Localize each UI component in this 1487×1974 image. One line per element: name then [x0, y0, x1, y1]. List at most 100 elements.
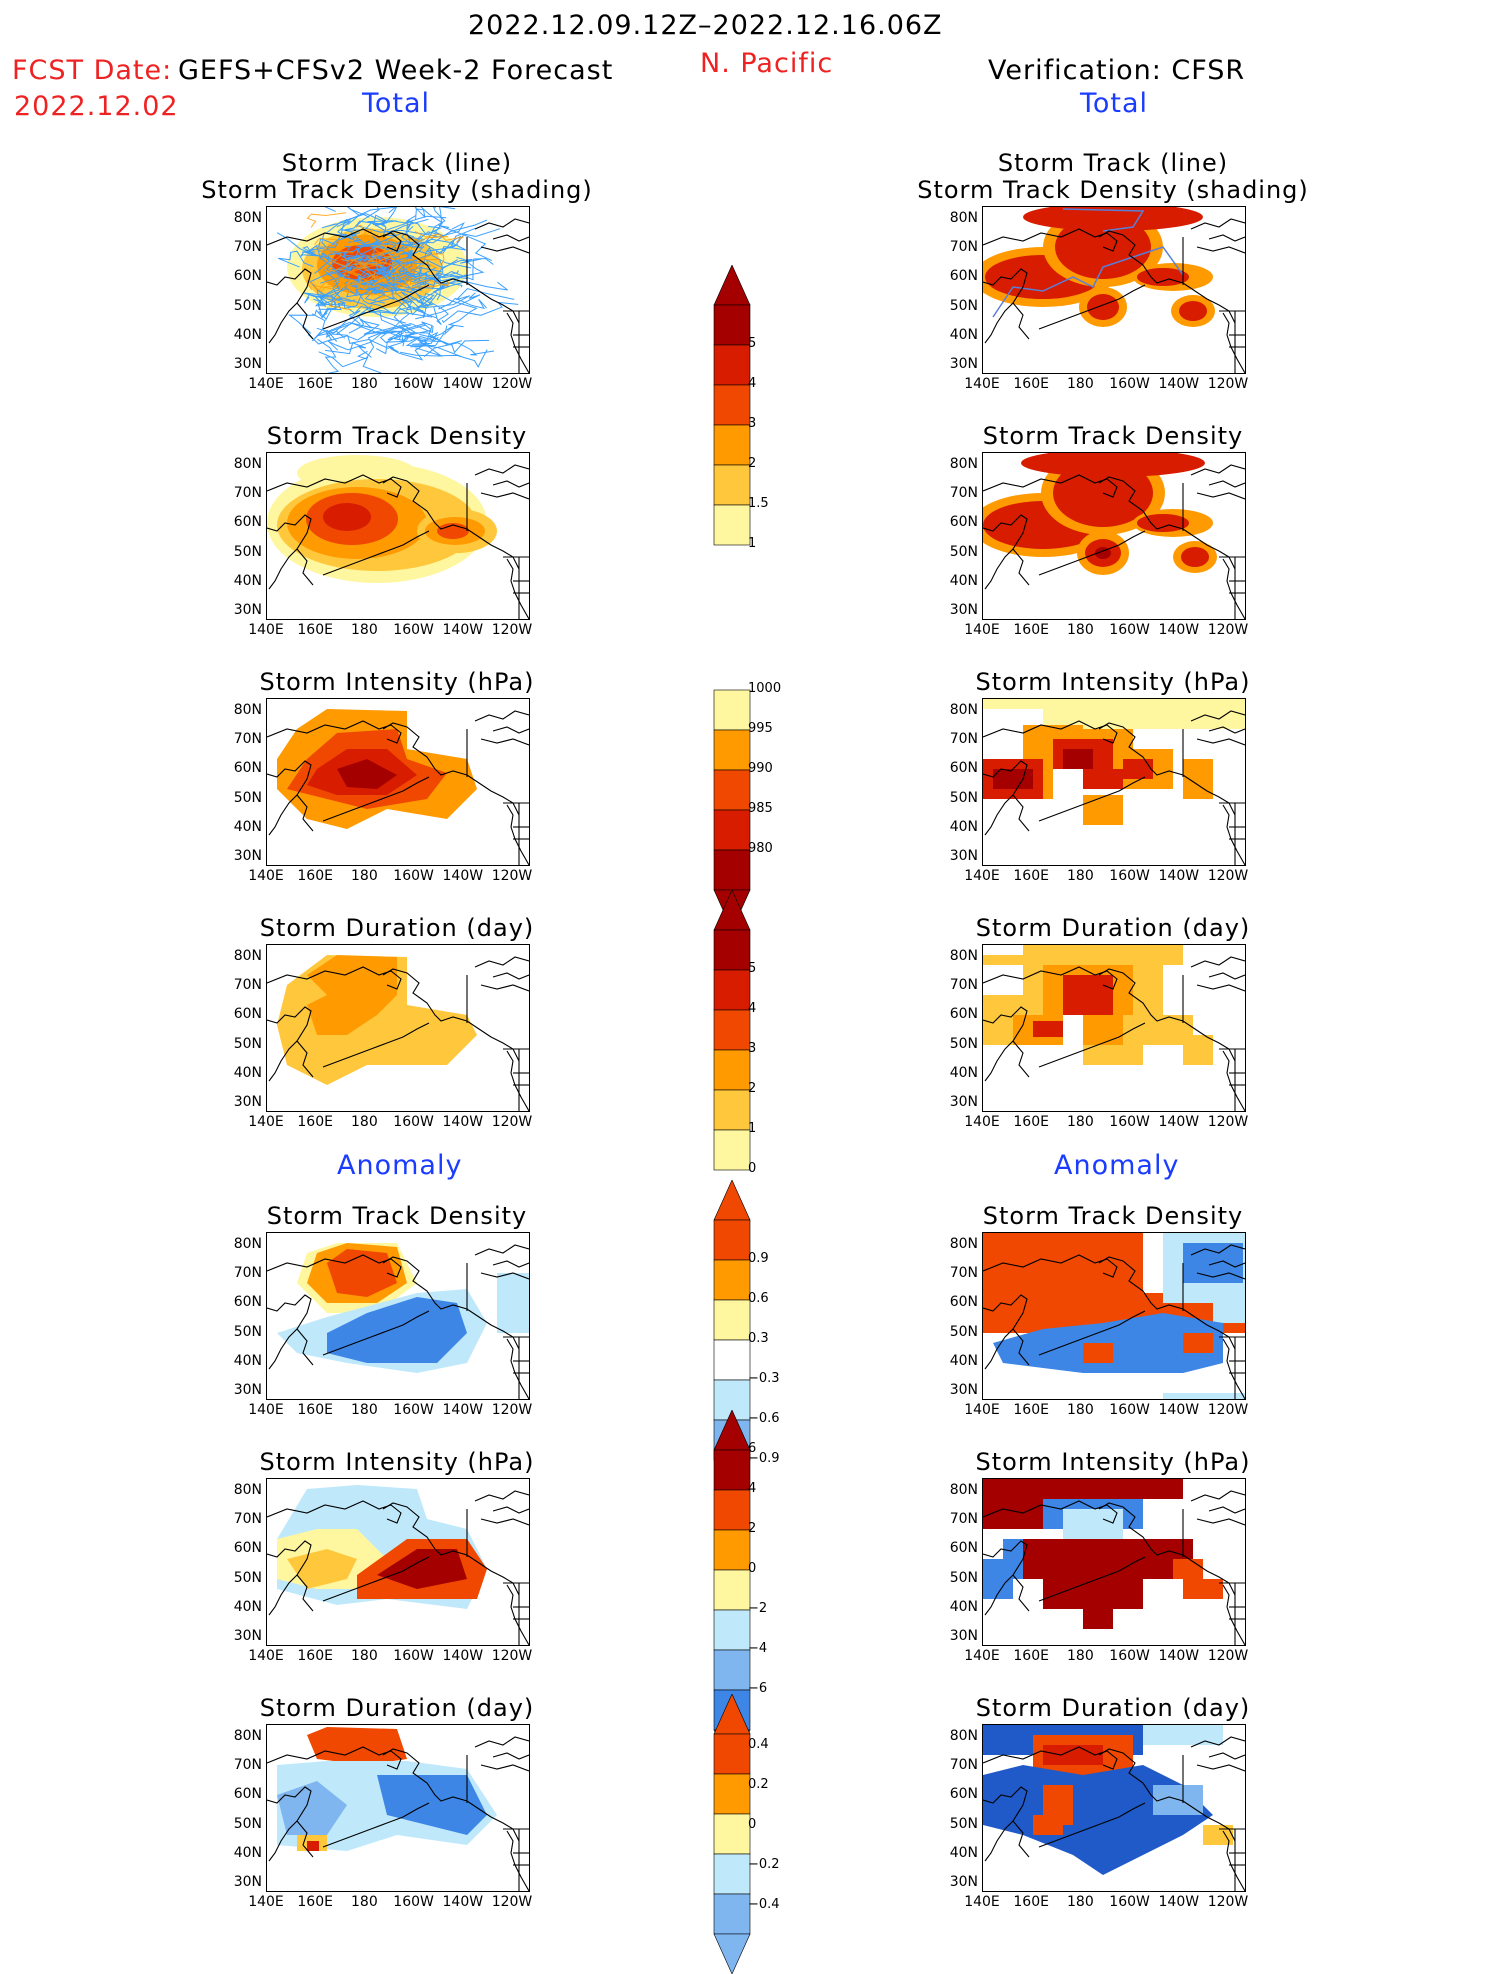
lat-tick-label: 80N — [949, 948, 978, 964]
shade-cell — [1043, 1579, 1143, 1609]
colorbar-label: 2 — [748, 456, 757, 471]
lon-tick-label: 120W — [1207, 1648, 1249, 1664]
colorbar-label: 1 — [748, 536, 757, 551]
lat-tick-label: 80N — [233, 1482, 262, 1498]
lon-tick-label: 180 — [351, 376, 378, 392]
lon-tick-label: 180 — [1067, 1894, 1094, 1910]
colorbar-arrow — [713, 265, 751, 306]
colorbar-label: −0.2 — [748, 1857, 780, 1872]
lon-tick-label: 120W — [491, 868, 533, 884]
anomaly-label-left: Anomaly — [337, 1150, 463, 1181]
shade-cell — [1183, 1035, 1213, 1065]
coastline — [267, 1490, 529, 1645]
lon-tick-label: 160W — [393, 622, 434, 638]
shade-region — [287, 1549, 357, 1589]
lat-tick-label: 70N — [949, 977, 978, 994]
colorbar-arrow — [713, 1933, 751, 1974]
lat-tick-label: 30N — [949, 356, 978, 372]
coastline — [983, 710, 1245, 865]
lat-tick-label: 80N — [233, 456, 262, 472]
shade-cell — [983, 1559, 1013, 1599]
lon-tick-label: 160W — [393, 868, 434, 884]
lon-tick-label: 180 — [351, 1402, 378, 1418]
lon-tick-label: 140E — [964, 622, 1000, 638]
lat-tick-label: 40N — [233, 326, 262, 343]
lat-tick-label: 80N — [949, 1236, 978, 1252]
lon-tick-label: 160E — [1013, 1648, 1049, 1664]
lon-tick-label: 120W — [491, 1894, 533, 1910]
lon-tick-label: 140E — [248, 1402, 284, 1418]
shade-cell — [1173, 1559, 1203, 1579]
colorbar-label: 1 — [748, 1121, 757, 1136]
shade-cell — [1183, 1333, 1213, 1353]
colorbar-segment — [713, 769, 751, 811]
lon-tick-label: 160E — [297, 1648, 333, 1664]
colorbar-label: −0.4 — [748, 1897, 780, 1912]
lon-tick-label: 140W — [1158, 1402, 1200, 1418]
shade-region — [377, 1775, 487, 1835]
lat-tick-label: 50N — [233, 543, 262, 560]
coastline — [267, 464, 529, 619]
colorbar-segment — [713, 1609, 751, 1651]
colorbar-segment — [713, 304, 751, 346]
shade-cell — [983, 945, 1023, 955]
shade-region — [327, 1297, 467, 1363]
lon-tick-label: 160E — [1013, 868, 1049, 884]
lat-tick-label: 80N — [233, 702, 262, 718]
lat-tick-label: 60N — [949, 1006, 978, 1023]
shade-cell — [1043, 1745, 1103, 1765]
coastline — [267, 218, 529, 373]
lat-tick-label: 80N — [233, 210, 262, 226]
shade-cell — [1183, 759, 1213, 799]
coastline — [983, 1736, 1245, 1891]
colorbar-label: 2 — [748, 1081, 757, 1096]
coastline — [983, 1490, 1245, 1645]
lat-tick-label: 80N — [949, 1482, 978, 1498]
lat-tick-label: 40N — [233, 572, 262, 589]
panel-title: Storm Duration (day) — [259, 1694, 535, 1722]
colorbar-segment — [713, 1049, 751, 1091]
lat-tick-label: 70N — [233, 977, 262, 994]
shade-blob — [1179, 301, 1207, 321]
lon-tick-label: 140E — [248, 622, 284, 638]
colorbar-segment — [713, 1733, 751, 1775]
colorbar-segment — [713, 1009, 751, 1051]
fcst-date: 2022.12.02 — [14, 91, 179, 122]
lon-tick-label: 160E — [297, 868, 333, 884]
shade-cell — [1143, 1725, 1223, 1745]
colorbar-arrow — [713, 1694, 751, 1735]
lon-tick-label: 160W — [393, 1402, 434, 1418]
lon-tick-label: 120W — [491, 622, 533, 638]
panel-title: Storm Intensity (hPa) — [259, 668, 535, 696]
shade-cell — [1183, 1579, 1223, 1599]
coastline — [267, 1244, 529, 1399]
colorbar-segment — [713, 1089, 751, 1131]
lon-tick-label: 120W — [1207, 1402, 1249, 1418]
lon-tick-label: 160E — [297, 622, 333, 638]
colorbar-segment — [713, 929, 751, 971]
lon-tick-label: 160W — [1109, 1648, 1150, 1664]
shade-cell — [1033, 1021, 1063, 1037]
anomaly-label-right: Anomaly — [1054, 1150, 1180, 1181]
shade-cell — [1083, 1609, 1113, 1629]
lon-tick-label: 140W — [1158, 376, 1200, 392]
map-frame — [266, 452, 530, 620]
colorbar-label: 4 — [748, 1481, 757, 1496]
lon-tick-label: 140E — [964, 1648, 1000, 1664]
lat-tick-label: 40N — [949, 818, 978, 835]
region-label: N. Pacific — [700, 48, 834, 79]
lat-tick-label: 50N — [233, 1815, 262, 1832]
panel-title: Storm Intensity (hPa) — [975, 668, 1251, 696]
lon-tick-label: 120W — [491, 1114, 533, 1130]
colorbar-label: 980 — [748, 841, 773, 856]
lon-tick-label: 140W — [442, 376, 484, 392]
observed-track-line — [1062, 208, 1145, 232]
colorbar-segment — [713, 464, 751, 506]
colorbar-arrow — [713, 890, 751, 931]
shade-region — [983, 1765, 1213, 1875]
lon-tick-label: 140E — [964, 1894, 1000, 1910]
lon-tick-label: 140W — [442, 868, 484, 884]
lon-tick-label: 120W — [1207, 1894, 1249, 1910]
panel-title: Storm Track Density — [266, 1202, 528, 1230]
lat-tick-label: 30N — [233, 356, 262, 372]
